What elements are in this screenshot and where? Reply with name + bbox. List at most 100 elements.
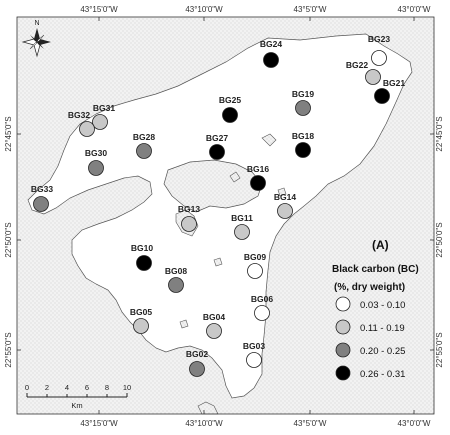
island	[261, 133, 277, 147]
legend-swatch	[335, 296, 351, 312]
station-label: BG21	[383, 78, 405, 88]
map-frame	[16, 16, 435, 415]
station-marker	[136, 143, 152, 159]
station-bg02: BG02	[186, 349, 208, 377]
station-bg33: BG33	[31, 184, 53, 212]
station-marker	[246, 352, 262, 368]
longitude-label-top: 43°15'0"W	[80, 5, 118, 14]
legend-swatch	[335, 342, 351, 358]
latitude-label-left: 22°50'0"S	[4, 222, 13, 257]
island	[229, 171, 241, 183]
station-marker	[247, 263, 263, 279]
station-bg23: BG23	[368, 34, 390, 66]
station-marker	[222, 107, 238, 123]
legend-class-label: 0.11 - 0.19	[360, 323, 405, 334]
station-bg10: BG10	[131, 243, 153, 271]
station-marker	[92, 114, 108, 130]
station-label: BG22	[346, 60, 368, 70]
latitude-label-right: 22°55'0"S	[435, 332, 444, 367]
panel-label: (A)	[372, 238, 389, 252]
scale-tick: 10	[123, 383, 131, 392]
station-bg22: BG22	[346, 60, 381, 85]
station-label: BG23	[368, 34, 390, 44]
station-marker	[181, 216, 197, 232]
latitude-label-right: 22°50'0"S	[435, 222, 444, 257]
scale-tick: 6	[85, 383, 89, 392]
station-label: BG06	[251, 294, 273, 304]
station-marker	[79, 121, 95, 137]
station-label: BG02	[186, 349, 208, 359]
station-marker	[136, 255, 152, 271]
station-label: BG30	[85, 148, 107, 158]
island	[179, 319, 189, 329]
station-marker	[189, 361, 205, 377]
station-label: BG04	[203, 312, 225, 322]
scale-tick: 4	[65, 383, 69, 392]
island	[197, 401, 219, 415]
station-bg28: BG28	[133, 132, 155, 159]
latitude-label-right: 22°45'0"S	[435, 116, 444, 151]
longitude-label-top: 43°10'0"W	[185, 5, 223, 14]
station-label: BG25	[219, 95, 241, 105]
station-bg27: BG27	[206, 133, 228, 160]
north-arrow-icon: N	[21, 20, 51, 58]
station-bg13: BG13	[178, 204, 200, 232]
station-label: BG03	[243, 341, 265, 351]
station-label: BG09	[244, 252, 266, 262]
legend-class-label: 0.26 - 0.31	[360, 369, 405, 380]
legend-swatch	[335, 365, 351, 381]
station-bg19: BG19	[292, 89, 314, 116]
scale-tick: 0	[25, 383, 29, 392]
station-marker	[254, 305, 270, 321]
scale-tick: 8	[105, 383, 109, 392]
legend-class-label: 0.20 - 0.25	[360, 346, 405, 357]
station-marker	[365, 69, 381, 85]
legend-subtitle: (%, dry weight)	[334, 282, 405, 293]
longitude-label-top: 43°0'0"W	[398, 5, 431, 14]
station-marker	[295, 142, 311, 158]
legend-title: Black carbon (BC)	[332, 264, 419, 275]
station-label: BG18	[292, 131, 314, 141]
station-label: BG24	[260, 39, 282, 49]
latitude-label-left: 22°55'0"S	[4, 332, 13, 367]
station-marker	[168, 277, 184, 293]
station-bg06: BG06	[251, 294, 273, 321]
station-label: BG08	[165, 266, 187, 276]
governador-island	[163, 159, 263, 213]
station-marker	[263, 52, 279, 68]
longitude-label-bottom: 43°0'0"W	[398, 419, 431, 428]
station-bg14: BG14	[274, 192, 296, 219]
longitude-label-bottom: 43°15'0"W	[80, 419, 118, 428]
station-bg04: BG04	[203, 312, 225, 339]
station-bg09: BG09	[244, 252, 266, 279]
station-bg11: BG11	[231, 213, 253, 240]
station-bg03: BG03	[243, 341, 265, 368]
station-marker	[295, 100, 311, 116]
station-label: BG05	[130, 307, 152, 317]
island	[277, 187, 287, 197]
station-label: BG19	[292, 89, 314, 99]
station-label: BG14	[274, 192, 296, 202]
station-label: BG33	[31, 184, 53, 194]
station-marker	[209, 144, 225, 160]
scale-tick: 2	[45, 383, 49, 392]
station-label: BG16	[247, 164, 269, 174]
station-bg21: BG21	[374, 78, 405, 104]
station-bg16: BG16	[247, 164, 269, 191]
legend-swatch	[335, 319, 351, 335]
station-marker	[88, 160, 104, 176]
longitude-label-bottom: 43°10'0"W	[185, 419, 223, 428]
station-marker	[234, 224, 250, 240]
station-label: BG31	[93, 103, 115, 113]
station-label: BG28	[133, 132, 155, 142]
station-bg08: BG08	[165, 266, 187, 293]
north-label: N	[34, 20, 39, 27]
station-bg25: BG25	[219, 95, 241, 123]
longitude-label-bottom: 43°5'0"W	[294, 419, 327, 428]
station-marker	[374, 88, 390, 104]
station-bg05: BG05	[130, 307, 152, 334]
latitude-label-left: 22°45'0"S	[4, 116, 13, 151]
graticule-ticks	[17, 17, 434, 414]
station-marker	[250, 175, 266, 191]
